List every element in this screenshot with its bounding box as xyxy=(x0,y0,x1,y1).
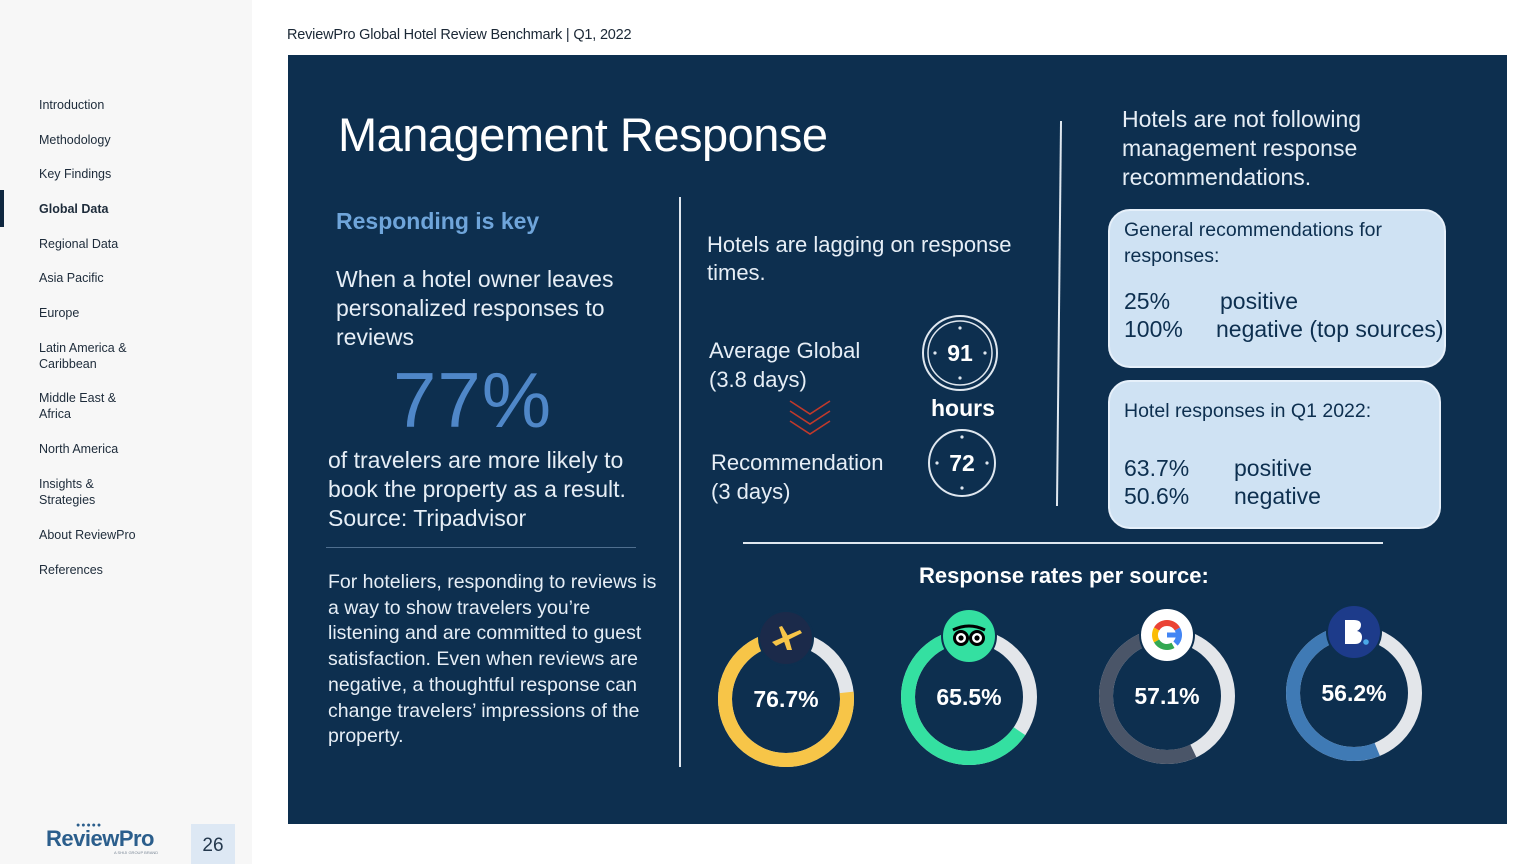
recommendation-hours-value: 72 xyxy=(949,450,975,476)
donut-value-label: 56.2% xyxy=(1321,680,1386,706)
response-rate-chart: 76.7% 65.5% 57.1% 56.2% xyxy=(718,604,1422,767)
average-hours-value: 91 xyxy=(947,340,973,366)
donut-booking-com: 56.2% xyxy=(1286,604,1422,761)
q1-responses-box: Hotel responses in Q1 2022: 63.7% positi… xyxy=(1108,380,1441,529)
donut-value-label: 57.1% xyxy=(1134,683,1199,709)
body-paragraph: For hoteliers, responding to reviews is … xyxy=(328,571,657,748)
recommendation-label: Recommendation (3 days) xyxy=(711,450,884,504)
donut-value-label: 76.7% xyxy=(753,686,818,712)
column-divider xyxy=(679,197,681,767)
chevrons-down-icon xyxy=(789,400,831,435)
donut-expedia: 76.7% xyxy=(718,610,854,767)
expedia-icon xyxy=(758,610,814,666)
q1-negative-value: 50.6% xyxy=(1124,483,1190,509)
donut-google: 57.1% xyxy=(1099,607,1235,764)
right-statement: Hotels are not following management resp… xyxy=(1122,106,1362,190)
clock-icon: 72 xyxy=(928,429,996,497)
rec-negative-value: 100% xyxy=(1124,316,1183,342)
rec-positive-value: 25% xyxy=(1124,288,1171,314)
logo-tagline: A SHIJI GROUP BRAND xyxy=(114,850,159,855)
google-icon xyxy=(1139,607,1195,663)
rec-negative-label: negative (top sources) xyxy=(1216,316,1444,342)
section-divider xyxy=(743,542,1383,544)
sidebar-item-key-findings[interactable]: Key Findings xyxy=(39,167,112,181)
q1-positive-value: 63.7% xyxy=(1124,455,1190,481)
divider xyxy=(326,547,636,548)
sidebar-item-insights-strategies[interactable]: Insights & Strategies xyxy=(39,477,96,507)
tripadvisor-icon xyxy=(941,608,997,664)
logo-dots-icon: ●●●●● xyxy=(76,822,103,829)
sidebar-item-middle-east-africa[interactable]: Middle East & Africa xyxy=(39,391,117,421)
sidebar-item-methodology[interactable]: Methodology xyxy=(39,133,111,147)
statistic-caption: of travelers are more likely to book the… xyxy=(328,447,626,531)
big-statistic: 77% xyxy=(393,356,553,444)
clock-icon: 91 xyxy=(922,315,998,391)
column-divider xyxy=(1055,121,1063,506)
chart-title: Response rates per source: xyxy=(919,563,1209,588)
sidebar-item-europe[interactable]: Europe xyxy=(39,306,80,320)
content-panel: Management Response Responding is key Wh… xyxy=(288,55,1507,824)
sidebar-item-latin-america-caribbean[interactable]: Latin America & Caribbean xyxy=(39,341,127,371)
average-global-label: Average Global (3.8 days) xyxy=(709,338,861,392)
intro-text: When a hotel owner leaves personalized r… xyxy=(336,266,614,350)
box-title: Hotel responses in Q1 2022: xyxy=(1124,400,1372,422)
rec-positive-label: positive xyxy=(1220,288,1298,314)
sidebar-item-about-reviewpro[interactable]: About ReviewPro xyxy=(39,528,136,542)
sidebar-item-north-america[interactable]: North America xyxy=(39,442,119,456)
reviewpro-logo[interactable]: ●●●●● ReviewPro A SHIJI GROUP BRAND xyxy=(46,822,168,856)
sidebar-item-asia-pacific[interactable]: Asia Pacific xyxy=(39,271,104,285)
sidebar-item-introduction[interactable]: Introduction xyxy=(39,98,105,112)
donut-tripadvisor: 65.5% xyxy=(901,608,1037,765)
page-title: Management Response xyxy=(338,108,828,161)
donut-value-label: 65.5% xyxy=(936,684,1001,710)
header-period: Q1, 2022 xyxy=(573,27,632,43)
section-heading: Responding is key xyxy=(336,208,540,234)
booking-icon xyxy=(1326,604,1382,660)
sidebar-nav: Introduction Methodology Key Findings Globa… xyxy=(0,0,252,864)
box-title: General recommendations for responses: xyxy=(1124,219,1382,267)
general-recommendations-box: General recommendations for responses: 2… xyxy=(1108,209,1446,368)
sidebar-item-global-data[interactable]: Global Data xyxy=(39,202,109,216)
logo-wordmark: ReviewPro xyxy=(46,826,155,851)
page-number: 26 xyxy=(191,824,235,864)
q1-positive-label: positive xyxy=(1234,455,1312,481)
header-separator: | xyxy=(565,27,570,43)
lagging-statement: Hotels are lagging on response times. xyxy=(707,232,1012,285)
document-header: ReviewPro Global Hotel Review Benchmark … xyxy=(287,27,632,43)
header-title: ReviewPro Global Hotel Review Benchmark xyxy=(287,27,563,43)
sidebar-item-references[interactable]: References xyxy=(39,563,103,577)
sidebar-item-regional-data[interactable]: Regional Data xyxy=(39,237,119,251)
active-indicator xyxy=(0,190,4,227)
q1-negative-label: negative xyxy=(1234,483,1321,509)
hours-unit: hours xyxy=(931,395,995,421)
